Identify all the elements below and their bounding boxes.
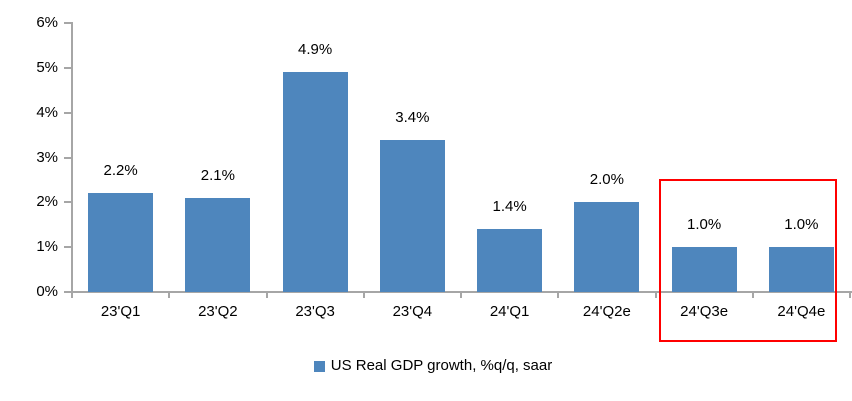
y-axis-tick <box>64 246 72 249</box>
bar-value-label: 1.0% <box>687 216 722 234</box>
y-axis-tick <box>64 22 72 24</box>
legend-label: US Real GDP growth, %q/q, saar <box>330 357 553 374</box>
x-axis-label: 24'Q4e <box>777 303 826 320</box>
x-axis-tick <box>168 293 171 298</box>
x-axis-label: 23'Q2 <box>198 303 238 320</box>
x-axis-tick <box>557 293 560 298</box>
bar <box>574 202 640 292</box>
x-axis-tick <box>460 293 462 298</box>
bar <box>477 229 543 292</box>
x-axis-label: 23'Q3 <box>295 303 335 320</box>
y-axis-tick <box>64 66 72 69</box>
bar-value-label: 3.4% <box>395 108 430 126</box>
bar-value-label: 2.2% <box>103 162 138 180</box>
y-axis-tick <box>64 291 72 293</box>
bar <box>671 247 737 292</box>
y-axis-label: 1% <box>36 238 58 256</box>
x-axis-label: 23'Q1 <box>100 303 141 320</box>
x-axis-tick <box>362 293 365 298</box>
x-axis-tick <box>849 293 851 298</box>
bar <box>88 193 154 292</box>
x-axis-tick <box>751 293 754 298</box>
x-axis-tick <box>265 293 268 298</box>
bar-value-label: 4.9% <box>298 41 333 59</box>
x-axis-line <box>71 291 852 293</box>
y-axis-label: 2% <box>36 193 58 211</box>
bar <box>282 72 348 292</box>
y-axis-label: 5% <box>36 58 58 76</box>
bar <box>768 247 834 292</box>
x-axis-label: 24'Q2e <box>582 303 631 320</box>
y-axis-tick <box>64 111 72 114</box>
legend: US Real GDP growth, %q/q, saar <box>7 357 852 375</box>
bar-value-label: 2.1% <box>200 166 235 184</box>
y-axis-label: 0% <box>36 283 58 300</box>
x-axis-label: 24'Q3e <box>680 303 729 320</box>
x-axis-label: 23'Q4 <box>392 303 433 320</box>
y-axis-tick <box>64 201 72 204</box>
bar-value-label: 1.4% <box>492 198 527 216</box>
x-axis-tick <box>654 293 657 298</box>
y-axis-label: 6% <box>36 14 58 31</box>
y-axis-label: 4% <box>36 103 58 121</box>
x-axis-label: 24'Q1 <box>489 303 530 320</box>
bar-value-label: 2.0% <box>589 171 624 189</box>
x-axis-tick <box>71 293 73 298</box>
bar <box>185 197 251 292</box>
bar <box>379 139 445 292</box>
bar-value-label: 1.0% <box>784 216 819 234</box>
y-axis-tick <box>64 156 72 159</box>
legend-swatch <box>313 360 325 372</box>
y-axis-label: 3% <box>36 148 58 166</box>
y-axis-line <box>71 22 73 293</box>
